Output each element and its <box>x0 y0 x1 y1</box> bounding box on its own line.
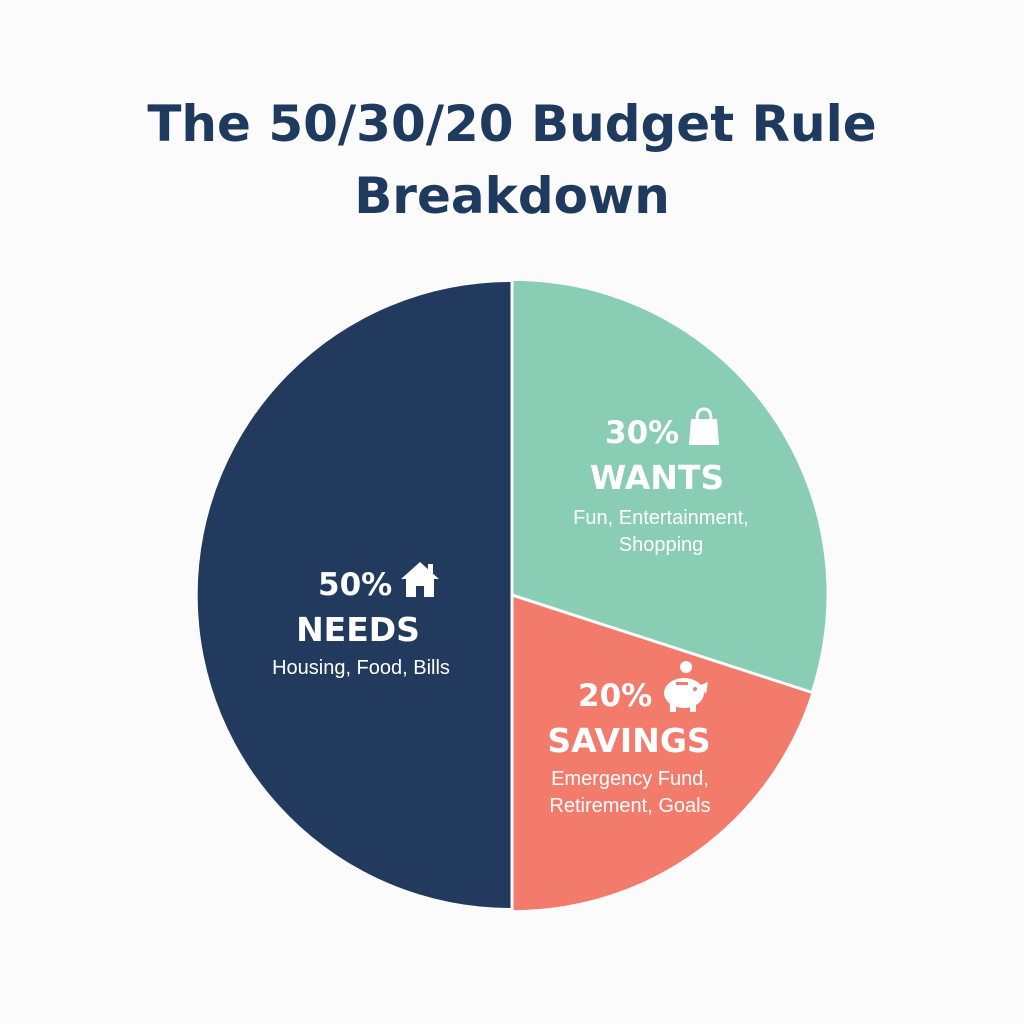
pie-slice-savings <box>513 597 812 911</box>
slice-label-wants: 30% WANTS Fun, Entertainment, Shopping <box>573 407 749 556</box>
savings-description-line-2: Retirement, Goals <box>549 795 710 817</box>
piggy-bank-icon <box>664 661 708 712</box>
savings-category-label: SAVINGS <box>547 721 710 760</box>
savings-percent-label: 20% <box>578 678 652 714</box>
slice-label-needs: 50% NEEDS Housing, Food, Bills <box>272 562 450 679</box>
needs-description-line-1: Housing, Food, Bills <box>272 657 450 679</box>
shopping-bag-icon <box>689 407 719 445</box>
needs-category-label: NEEDS <box>296 610 420 649</box>
wants-description-line-1: Fun, Entertainment, <box>573 507 749 529</box>
house-icon <box>401 562 439 597</box>
pie-slice-needs <box>197 282 511 908</box>
slice-label-savings: 20% SAVINGS Emergency Fund, Retirement, … <box>547 661 711 817</box>
wants-description-line-2: Shopping <box>619 534 704 556</box>
pie-slice-wants <box>513 280 827 691</box>
chart-title-line-1: The 50/30/20 Budget Rule <box>147 95 877 153</box>
chart-title-line-2: Breakdown <box>354 167 670 225</box>
savings-description-line-1: Emergency Fund, <box>551 768 709 790</box>
needs-percent-label: 50% <box>318 567 392 603</box>
wants-percent-label: 30% <box>605 415 679 451</box>
wants-category-label: WANTS <box>590 458 724 497</box>
